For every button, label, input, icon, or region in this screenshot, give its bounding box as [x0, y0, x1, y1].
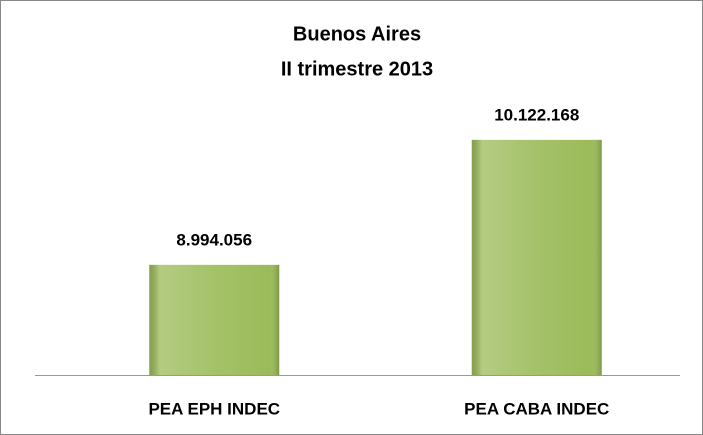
chart-title: Buenos Aires: [293, 23, 421, 45]
x-tick-label: PEA EPH INDEC: [148, 399, 280, 418]
bar: [471, 139, 602, 375]
value-label: 8.994.056: [176, 230, 252, 249]
value-label: 10.122.168: [494, 105, 579, 124]
x-tick-label: PEA CABA INDEC: [464, 399, 609, 418]
chart-subtitle: II trimestre 2013: [281, 58, 433, 80]
bar: [149, 264, 280, 375]
